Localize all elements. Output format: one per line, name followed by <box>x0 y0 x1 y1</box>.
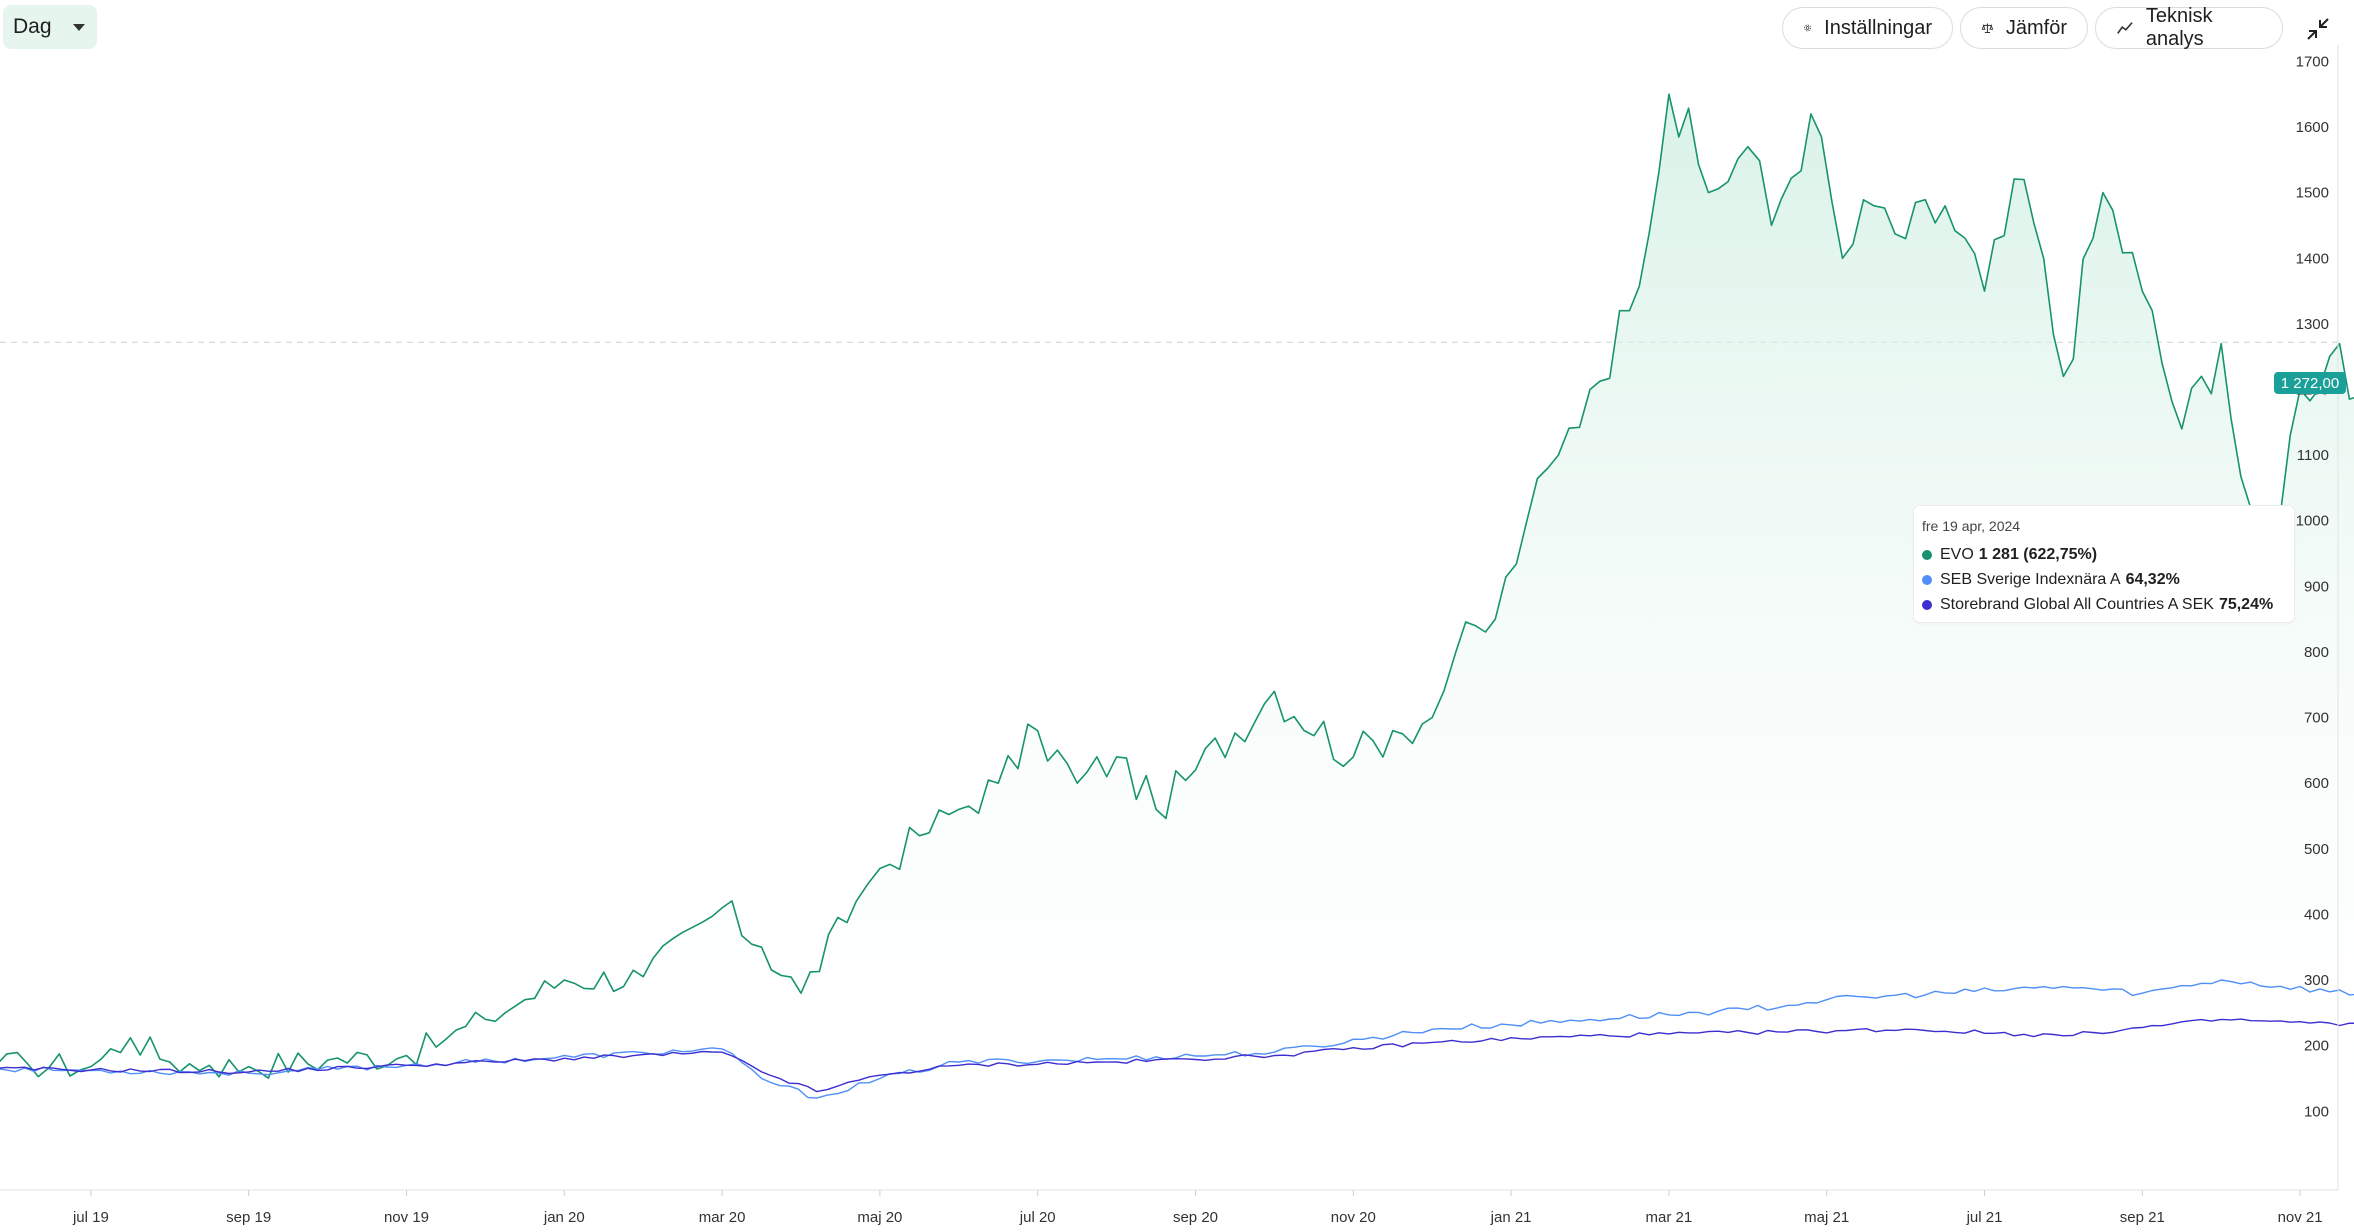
x-tick-label: nov 21 <box>2278 1209 2323 1226</box>
y-tick-label: 300 <box>2304 972 2329 989</box>
settings-button[interactable]: Inställningar <box>1782 7 1953 49</box>
tooltip-row-evo: EVO 1 281 (622,75%) <box>1922 542 2284 567</box>
x-tick-label: maj 20 <box>857 1209 902 1226</box>
legend-dot-seb <box>1922 574 1932 585</box>
y-tick-label: 400 <box>2304 906 2329 923</box>
x-tick-label: jul 20 <box>1019 1209 1056 1226</box>
trend-line-icon <box>2117 22 2133 34</box>
legend-dot-evo <box>1922 549 1932 560</box>
x-tick-label: sep 21 <box>2120 1209 2165 1226</box>
y-tick-label: 1100 <box>2297 447 2329 464</box>
tooltip-series-value: 64,32% <box>2125 570 2180 588</box>
y-tick-label: 1400 <box>2296 250 2329 267</box>
tooltip-series-name: Storebrand Global All Countries A SEK <box>1940 595 2214 613</box>
x-tick-label: jan 20 <box>543 1209 585 1226</box>
y-axis: 1002003004005006007008009001000110012001… <box>2296 45 2339 1190</box>
tooltip-series-name: SEB Sverige Indexnära A <box>1940 570 2121 588</box>
y-tick-label: 1300 <box>2296 316 2329 333</box>
y-tick-label: 600 <box>2304 775 2329 792</box>
x-tick-label: mar 21 <box>1646 1209 1693 1226</box>
y-tick-label: 200 <box>2304 1038 2329 1055</box>
chart-tooltip: fre 19 apr, 2024 EVO 1 281 (622,75%) SEB… <box>1913 505 2295 623</box>
last-price-badge: 1 272,00 <box>2274 372 2346 394</box>
compare-label: Jämför <box>2005 16 2067 39</box>
x-tick-label: maj 21 <box>1804 1209 1849 1226</box>
compare-button[interactable]: Jämför <box>1960 7 2088 49</box>
tooltip-series-name: EVO <box>1940 545 1974 563</box>
gear-icon <box>1804 24 1811 32</box>
tooltip-row-seb: SEB Sverige Indexnära A 64,32% <box>1922 567 2284 592</box>
y-tick-label: 1500 <box>2296 185 2329 202</box>
x-tick-label: jul 21 <box>1966 1209 2003 1226</box>
x-tick-label: nov 20 <box>1331 1209 1376 1226</box>
evo-area <box>0 94 2354 1190</box>
y-tick-label: 1000 <box>2296 513 2329 530</box>
y-tick-label: 1600 <box>2296 119 2329 136</box>
storebrand-series-line <box>0 1018 2354 1093</box>
y-tick-label: 900 <box>2304 578 2329 595</box>
settings-label: Inställningar <box>1824 16 1932 39</box>
y-tick-label: 100 <box>2304 1103 2329 1120</box>
tooltip-row-storebrand: Storebrand Global All Countries A SEK 75… <box>1922 592 2284 617</box>
tooltip-series-value: 75,24% <box>2218 595 2274 613</box>
evo-series-line <box>0 93 2354 1079</box>
x-tick-label: nov 19 <box>384 1209 429 1226</box>
technical-analysis-button[interactable]: Teknisk analys <box>2095 5 2283 50</box>
collapse-icon[interactable] <box>2303 14 2333 44</box>
y-tick-label: 500 <box>2304 841 2329 858</box>
technical-analysis-label: Teknisk analys <box>2145 5 2213 50</box>
period-select-value: Dag <box>13 15 52 38</box>
y-tick-label: 1700 <box>2296 53 2329 70</box>
x-tick-label: jul 19 <box>72 1209 109 1226</box>
x-tick-label: sep 19 <box>226 1209 271 1226</box>
seb-series-line <box>0 979 2354 1099</box>
evo-area-fill <box>0 94 2354 1190</box>
tooltip-date: fre 19 apr, 2024 <box>1922 518 2021 534</box>
x-tick-label: mar 20 <box>699 1209 746 1226</box>
scale-icon <box>1981 23 1994 34</box>
period-select[interactable]: Dag <box>3 5 97 49</box>
tooltip-series-value: 1 281 (622,75%) <box>1978 545 2098 563</box>
series-lines <box>0 93 2354 1099</box>
legend-dot-storebrand <box>1922 599 1932 610</box>
y-tick-label: 700 <box>2304 710 2329 727</box>
x-tick-label: sep 20 <box>1173 1209 1218 1226</box>
chevron-down-icon <box>73 24 85 31</box>
y-tick-label: 800 <box>2304 644 2329 661</box>
x-tick-label: jan 21 <box>1490 1209 1532 1226</box>
